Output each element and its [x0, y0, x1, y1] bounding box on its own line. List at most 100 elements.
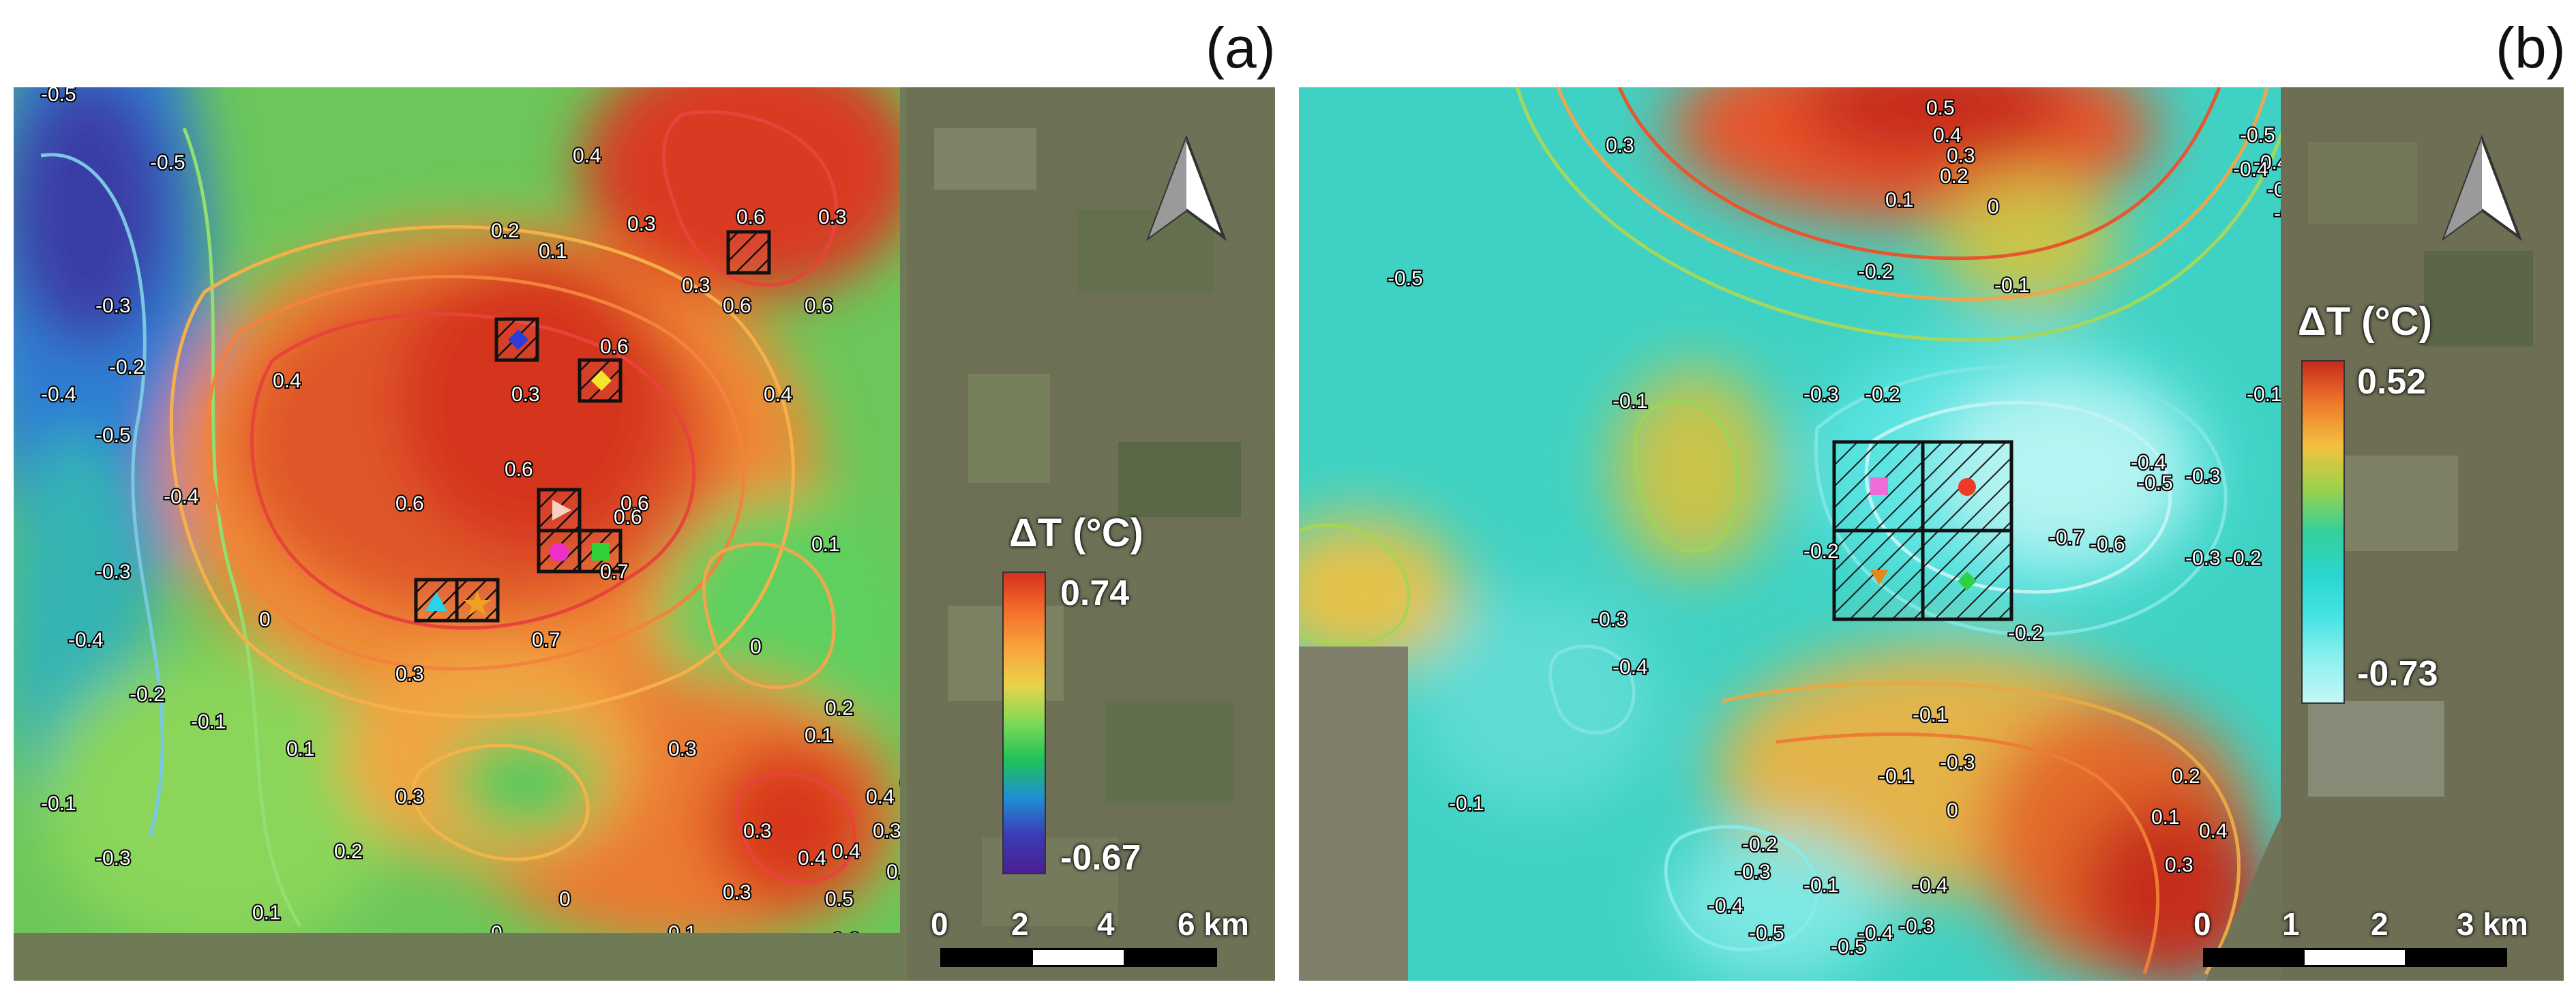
contour-label: 0.6 [614, 506, 642, 529]
contour-label: 0.2 [825, 697, 854, 720]
colorbar-a-title: ΔT (°C) [1009, 511, 1143, 555]
contour-label: -0.1 [1613, 390, 1648, 413]
contour-label: 0.4 [798, 847, 826, 870]
north-arrow-icon-b [2438, 135, 2526, 244]
contour-label: -0.1 [41, 792, 76, 815]
marker-magenta-circle [550, 543, 569, 562]
contour-label: 0.1 [252, 902, 281, 924]
contour-label: -0.4 [41, 383, 76, 406]
marker-orange-star [464, 591, 491, 616]
contour-labels-a: -0.5 -0.5 -0.3 -0.2 -0.4 -0.5 -0.4 -0.3 -0.4 -0.2… [40, 87, 915, 945]
contour-label: -0.1 [191, 711, 226, 733]
contour-label: 0.1 [668, 922, 697, 945]
contour-label: -0.2 [130, 683, 165, 706]
colorbar-b-min: -0.73 [2357, 654, 2438, 694]
contour-label: -0.4 [2233, 158, 2268, 181]
contour-label: -0.2 [1865, 383, 1900, 406]
contour-label: -0.2 [2008, 622, 2043, 644]
north-arrow-icon-a [1142, 135, 1231, 244]
contour-label: -0.5 [95, 424, 131, 447]
colorbar-b: ΔT (°C) 0.52 -0.73 [2281, 299, 2506, 776]
contour-label: 0.6 [395, 492, 424, 515]
contour-label: -0.6 [2090, 533, 2125, 556]
contour-label: -0.5 [2138, 472, 2173, 494]
marker-yellow-diamond [591, 370, 612, 391]
contour-label: 0.6 [505, 458, 533, 481]
contour-label: 0.6 [805, 295, 833, 317]
contour-label: -0.2 [1858, 261, 1893, 283]
heatmap-a: -0.5 -0.5 -0.3 -0.2 -0.4 -0.5 -0.4 -0.3 -0.4 -0.2… [14, 87, 1275, 981]
marker-red-circle [1958, 478, 1976, 496]
scale-b-tick-3: 3 km [2457, 906, 2528, 942]
panel-b-label: (b) [2496, 16, 2566, 80]
contour-label: 0.4 [573, 145, 601, 167]
map-a[interactable]: -0.5 -0.5 -0.3 -0.2 -0.4 -0.5 -0.4 -0.3 -0.4 -0.2… [14, 87, 1275, 981]
contour-label: -0.3 [2185, 465, 2221, 488]
colorbar-b-max: 0.52 [2357, 362, 2427, 402]
contour-label: -0.4 [68, 629, 104, 651]
marker-blue-diamond [508, 329, 528, 350]
contour-label: -0.1 [1803, 874, 1839, 897]
contour-label: 0.4 [832, 840, 860, 863]
scale-a-tick-0: 0 [931, 906, 948, 942]
contour-label: -0.1 [1994, 274, 2030, 297]
contour-label: 0 [1947, 799, 1958, 822]
contour-label: -0.3 [95, 295, 131, 317]
marker-cyan-triangle [425, 592, 447, 611]
map-b[interactable]: 0.50.40.30.20.100.3-0.4-0.5-0.3-0.2-0.5-… [1299, 87, 2564, 981]
contour-label: -0.4 [1858, 922, 1893, 945]
marker-pink-square [1870, 477, 1888, 495]
contour-label: 0.1 [286, 738, 315, 760]
contour-label: 0.6 [600, 336, 629, 358]
satellite-texture-a [907, 87, 1275, 981]
contour-label: -0.3 [95, 561, 131, 583]
marker-green-diamond [1958, 572, 1977, 591]
contour-label: 0.4 [764, 383, 792, 406]
scale-bar-a: 0 2 4 6 km [924, 906, 1249, 974]
scale-a-tick-2: 4 [1097, 906, 1115, 942]
colorbar-b-gradient [2301, 360, 2345, 704]
contour-label: 0.3 [1606, 134, 1634, 157]
contour-label: -0.5 [1749, 922, 1784, 945]
colorbar-b-title: ΔT (°C) [2298, 299, 2432, 344]
contour-label: -0.4 [1708, 895, 1743, 917]
contour-label: 0.5 [1926, 97, 1955, 119]
contour-label: -0.3 [1899, 915, 1934, 938]
contour-label: -0.1 [1878, 765, 1914, 788]
contour-label: 0.3 [395, 663, 424, 685]
contour-label: -0.4 [1613, 656, 1648, 679]
heatmap-b: 0.50.40.30.20.100.3-0.4-0.5-0.3-0.2-0.5-… [1299, 87, 2564, 981]
colorbar-a-gradient [1002, 572, 1046, 874]
contour-label: -0.3 [1940, 752, 1975, 774]
contour-label: -0.1 [1449, 792, 1484, 815]
contour-label: -0.1 [2247, 383, 2282, 406]
contour-label: 0.5 [825, 888, 854, 910]
contour-label: 0 [559, 888, 571, 910]
contour-label: -0.4 [2131, 451, 2166, 474]
contour-label: 0 [491, 922, 503, 945]
contour-label: -0.2 [2274, 203, 2309, 225]
contour-label: 0.2 [491, 220, 520, 242]
contour-label: 0.6 [723, 295, 751, 317]
contour-label: 0.1 [539, 240, 567, 263]
contour-label: 0.3 [886, 861, 915, 883]
marker-green-square [592, 543, 610, 561]
contour-label: 0 [1988, 196, 1999, 218]
scale-bar-b: 0 1 2 3 km [2185, 906, 2540, 974]
study-sites-a [414, 230, 771, 623]
contour-label: 0.2 [2172, 765, 2200, 788]
colorbar-a-min: -0.67 [1060, 838, 1141, 878]
contour-label: -0.3 [1803, 383, 1839, 406]
contour-label: -0.4 [2253, 151, 2289, 174]
contour-label: -0.5 [1831, 936, 1866, 958]
contour-label: 0.3 [627, 213, 656, 235]
contour-label: -0.3 [95, 847, 131, 870]
contour-label: 0.3 [723, 881, 751, 904]
contour-label: 0.6 [620, 492, 649, 515]
scale-a-tick-3: 6 km [1178, 906, 1249, 942]
contour-label: 0 [259, 608, 271, 631]
contour-label: 0.4 [2199, 820, 2228, 842]
contour-label: -0.7 [2049, 527, 2084, 549]
colorbar-a-max: 0.74 [1060, 574, 1130, 613]
scale-b-tick-1: 1 [2282, 906, 2300, 942]
